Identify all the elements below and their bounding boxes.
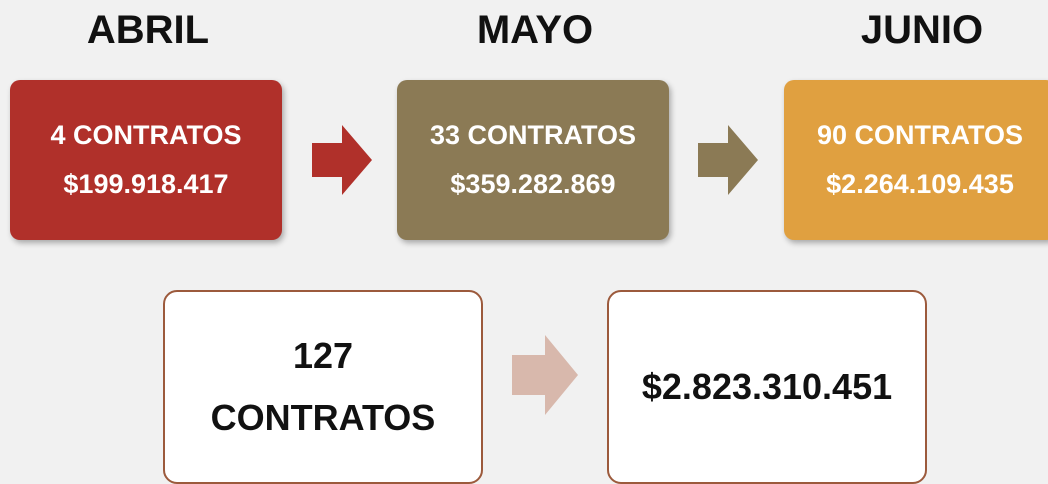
total-box: $2.823.310.451: [607, 290, 927, 484]
total-line: $2.823.310.451: [641, 366, 893, 407]
arrow: [512, 335, 578, 415]
total-box: 127 CONTRATOS: [163, 290, 483, 484]
month-box: 90 CONTRATOS $2.264.109.435: [784, 80, 1048, 240]
month-box: 33 CONTRATOS $359.282.869: [397, 80, 669, 240]
month-title: JUNIO: [860, 8, 984, 52]
month-title: ABRIL: [86, 8, 210, 52]
box-line: 33 CONTRATOS: [429, 120, 637, 150]
arrow: [312, 125, 372, 195]
box-line: $199.918.417: [63, 169, 229, 199]
box-line: $359.282.869: [450, 169, 616, 199]
box-line: 90 CONTRATOS: [816, 120, 1024, 150]
month-box: 4 CONTRATOS $199.918.417: [10, 80, 282, 240]
total-line: 127: [292, 335, 354, 376]
box-line: 4 CONTRATOS: [50, 120, 242, 150]
diagram: ABRIL MAYO JUNIO 4 CONTRATOS $199.918.41…: [10, 8, 1048, 484]
total-line: CONTRATOS: [210, 397, 436, 438]
month-title: MAYO: [476, 8, 594, 52]
box-line: $2.264.109.435: [826, 169, 1014, 199]
arrow: [698, 125, 758, 195]
